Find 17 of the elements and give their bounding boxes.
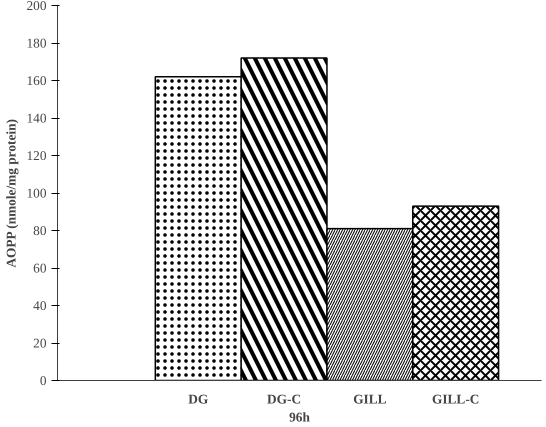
x-tick-label: GILL-C — [432, 392, 480, 406]
y-tick-label: 0 — [40, 373, 47, 388]
y-axis-title: AOPP (nmole/mg protein) — [4, 119, 19, 268]
y-tick-label: 60 — [33, 260, 47, 276]
y-tick-label: 100 — [26, 186, 47, 200]
y-tick-label: 200 — [26, 0, 47, 13]
y-tick-label: 80 — [33, 223, 47, 238]
y-tick-label: 120 — [26, 148, 47, 163]
x-tick-label: DG-C — [267, 392, 302, 406]
y-tick-label: 20 — [33, 336, 47, 350]
x-tick-label: GILL — [353, 392, 387, 406]
x-axis-title: 96h — [289, 410, 310, 424]
x-tick-label: DG — [188, 392, 208, 406]
y-tick-label: 40 — [33, 298, 47, 313]
y-tick-label: 160 — [26, 73, 47, 88]
y-tick-label: 140 — [26, 110, 47, 126]
y-tick-label: 180 — [26, 36, 47, 50]
